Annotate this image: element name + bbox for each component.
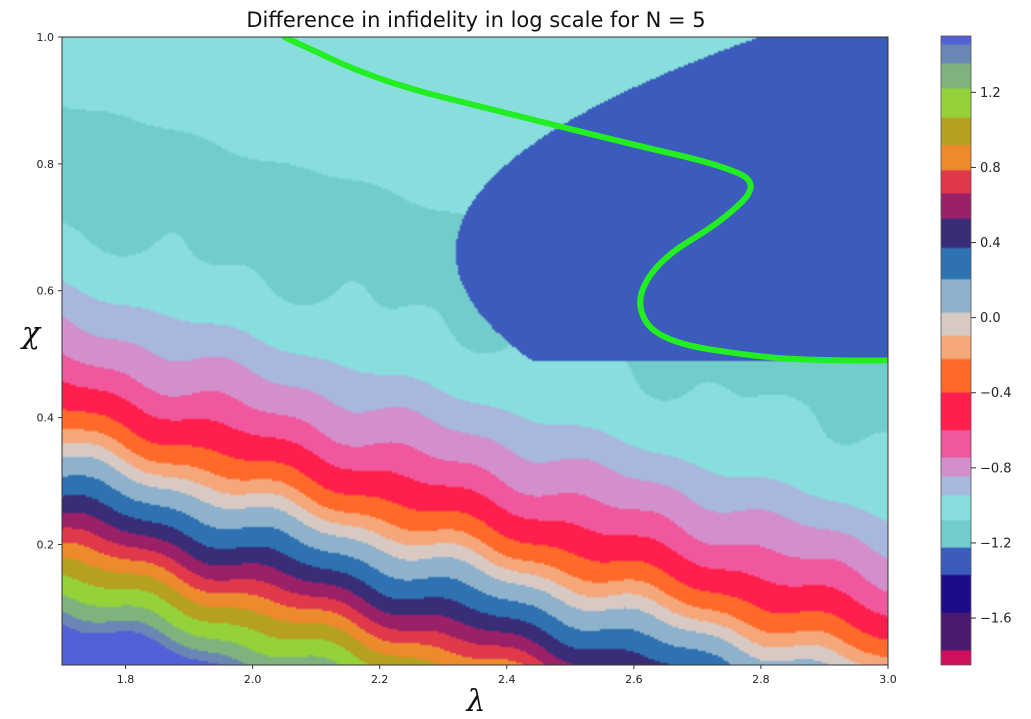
x-tick-label: 2.4 [498,673,516,686]
x-tick-label: 1.8 [117,673,135,686]
y-tick-label: 0.4 [37,412,55,425]
x-axis: 1.8 2.0 2.2 2.4 2.6 2.8 3.0 [117,665,897,686]
plot-area [61,36,889,666]
colorbar: −1.6 −1.2 −0.8 −0.4 0.0 0.4 0.8 1.2 [940,35,1012,666]
colorbar-tick-label: −1.6 [980,612,1012,627]
colorbar-tick-label: 0.4 [980,236,1001,251]
x-axis-label: λ [465,684,485,719]
colorbar-tick-label: 0.8 [980,161,1001,176]
y-axis-label: χ [20,316,42,351]
x-tick-label: 2.2 [371,673,389,686]
colorbar-gradient [941,36,971,665]
colorbar-tick-label: 1.2 [980,86,1001,101]
annotation-layer [281,37,888,364]
colorbar-tick-label: 0.0 [980,311,1001,326]
contour-surface [62,37,888,665]
y-tick-label: 1.0 [37,31,55,44]
y-tick-label: 0.8 [37,158,55,171]
chart-title: Difference in infidelity in log scale fo… [246,8,705,32]
colorbar-frame [940,35,972,666]
y-tick-label: 0.2 [37,538,55,551]
colorbar-ticks: −1.6 −1.2 −0.8 −0.4 0.0 0.4 0.8 1.2 [971,86,1012,627]
x-tick-label: 3.0 [879,673,897,686]
y-axis: 0.2 0.4 0.6 0.8 1.0 [37,31,62,551]
colorbar-tick-label: −0.8 [980,461,1012,476]
x-tick-label: 2.8 [752,673,770,686]
plot-frame [61,36,889,666]
colorbar-tick-label: −0.4 [980,386,1012,401]
y-tick-label: 0.6 [37,285,55,298]
x-tick-label: 2.0 [244,673,262,686]
colorbar-tick-label: −1.2 [980,536,1012,551]
x-tick-label: 2.6 [625,673,643,686]
annotation-curve [281,37,888,364]
